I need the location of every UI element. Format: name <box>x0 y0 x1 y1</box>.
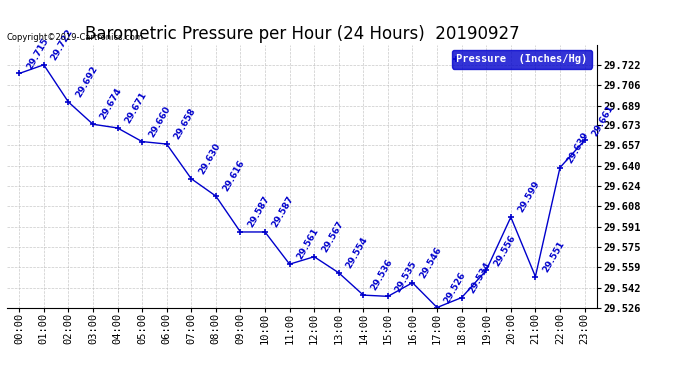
Pressure  (Inches/Hg) <box>15 71 23 76</box>
Text: 29.715: 29.715 <box>25 36 50 71</box>
Pressure  (Inches/Hg) <box>39 63 48 67</box>
Text: 29.692: 29.692 <box>74 64 99 99</box>
Title: Barometric Pressure per Hour (24 Hours)  20190927: Barometric Pressure per Hour (24 Hours) … <box>85 26 519 44</box>
Legend: Pressure  (Inches/Hg): Pressure (Inches/Hg) <box>452 50 591 69</box>
Text: Copyright©2019-Cartronics.com: Copyright©2019-Cartronics.com <box>7 33 144 42</box>
Pressure  (Inches/Hg) <box>138 140 146 144</box>
Text: 29.535: 29.535 <box>393 259 419 294</box>
Text: 29.567: 29.567 <box>319 219 345 254</box>
Pressure  (Inches/Hg) <box>163 142 171 146</box>
Pressure  (Inches/Hg) <box>89 122 97 126</box>
Text: 29.722: 29.722 <box>49 27 75 62</box>
Text: 29.546: 29.546 <box>418 245 443 280</box>
Text: 29.674: 29.674 <box>99 87 124 122</box>
Pressure  (Inches/Hg) <box>408 280 417 285</box>
Text: 29.660: 29.660 <box>148 104 172 139</box>
Text: 29.630: 29.630 <box>197 141 222 176</box>
Line: Pressure  (Inches/Hg): Pressure (Inches/Hg) <box>16 62 588 311</box>
Pressure  (Inches/Hg) <box>310 255 318 259</box>
Text: 29.526: 29.526 <box>442 270 468 305</box>
Pressure  (Inches/Hg) <box>531 274 540 279</box>
Text: 29.561: 29.561 <box>295 227 320 261</box>
Pressure  (Inches/Hg) <box>506 215 515 219</box>
Text: 29.536: 29.536 <box>369 258 394 292</box>
Text: 29.587: 29.587 <box>270 195 296 229</box>
Pressure  (Inches/Hg) <box>64 100 72 104</box>
Text: 29.551: 29.551 <box>541 239 566 274</box>
Pressure  (Inches/Hg) <box>482 268 491 273</box>
Text: 29.587: 29.587 <box>246 195 271 229</box>
Text: 29.639: 29.639 <box>566 130 591 165</box>
Pressure  (Inches/Hg) <box>433 305 441 310</box>
Text: 29.658: 29.658 <box>172 106 197 141</box>
Pressure  (Inches/Hg) <box>212 194 220 198</box>
Pressure  (Inches/Hg) <box>187 177 195 181</box>
Text: 29.671: 29.671 <box>123 90 148 125</box>
Text: 29.599: 29.599 <box>516 180 542 214</box>
Pressure  (Inches/Hg) <box>457 296 466 300</box>
Pressure  (Inches/Hg) <box>261 230 269 234</box>
Pressure  (Inches/Hg) <box>335 271 343 275</box>
Pressure  (Inches/Hg) <box>359 293 368 297</box>
Text: 29.534: 29.534 <box>467 260 493 295</box>
Pressure  (Inches/Hg) <box>286 262 294 266</box>
Pressure  (Inches/Hg) <box>580 138 589 142</box>
Text: 29.556: 29.556 <box>492 233 517 268</box>
Pressure  (Inches/Hg) <box>113 126 121 130</box>
Pressure  (Inches/Hg) <box>236 230 244 234</box>
Text: 29.554: 29.554 <box>344 236 370 270</box>
Text: 29.661: 29.661 <box>590 103 615 138</box>
Pressure  (Inches/Hg) <box>384 294 392 298</box>
Pressure  (Inches/Hg) <box>556 165 564 170</box>
Text: 29.616: 29.616 <box>221 159 246 193</box>
